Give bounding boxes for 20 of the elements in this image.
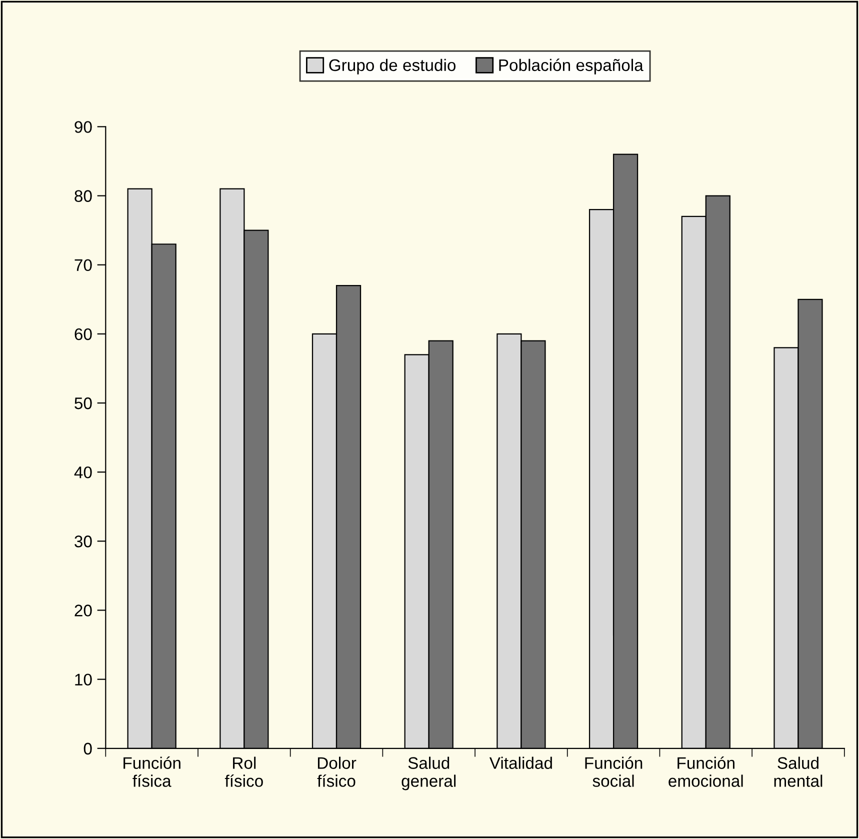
x-tick-label: Función social (585, 756, 642, 787)
x-tick-label: Función física (124, 756, 180, 787)
y-tick-label: 80 (74, 190, 92, 202)
legend-label: Grupo de estudio (329, 58, 456, 74)
y-tick-label: 60 (74, 328, 92, 340)
x-tick-label: Rol físico (224, 756, 263, 787)
y-tick-label: 70 (74, 259, 92, 272)
x-tick-label: Función emocional (668, 756, 743, 787)
x-tick-label: Salud mental (774, 756, 822, 787)
y-tick-label: 40 (74, 466, 92, 478)
y-tick-label: 50 (74, 397, 92, 410)
y-tick-label: 20 (74, 604, 92, 616)
y-tick-label: 10 (75, 674, 92, 686)
y-tick-label: 0 (84, 742, 92, 755)
y-tick-label: 90 (74, 121, 92, 133)
x-tick-label: Vitalidad (489, 756, 552, 769)
x-tick-label: Salud general (402, 756, 456, 790)
x-tick-label: Dolor físico (317, 756, 356, 787)
y-tick-label: 30 (74, 536, 92, 548)
legend-label: Población española (499, 58, 644, 74)
